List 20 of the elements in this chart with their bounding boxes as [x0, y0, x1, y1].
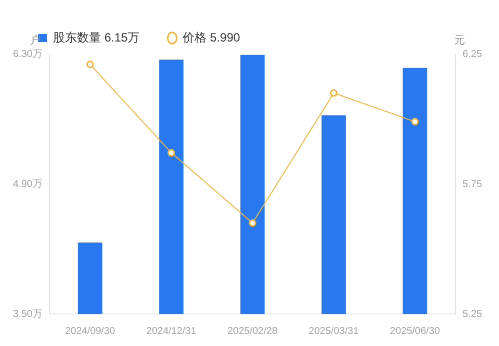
point: [411, 118, 419, 126]
x-tick-label: 2024/09/30: [65, 326, 116, 337]
y-tick-label: 6.30万: [12, 48, 42, 60]
x-tick-label: 2025/03/31: [308, 326, 360, 337]
y-axis-title: 户: [30, 34, 41, 47]
x-tick-label: 2024/12/31: [146, 326, 197, 337]
y-tick-label: 3.50万: [12, 308, 42, 320]
y-tick-label: 4.90万: [12, 178, 42, 190]
point: [330, 89, 338, 97]
point: [86, 60, 94, 68]
legend-label: 价格 5.990: [182, 30, 240, 44]
y2-tick-label: 5.25: [462, 308, 482, 320]
y2-tick-label: 5.75: [462, 178, 482, 190]
x-tick-label: 2025/02/28: [227, 326, 278, 337]
x-tick-label: 2025/06/30: [390, 326, 440, 337]
point: [248, 219, 256, 227]
y2-axis-title: 元: [454, 34, 466, 47]
legend-label: 股东数量 6.15万: [53, 30, 140, 44]
point: [168, 149, 176, 157]
y2-tick-label: 6.25: [462, 48, 482, 60]
